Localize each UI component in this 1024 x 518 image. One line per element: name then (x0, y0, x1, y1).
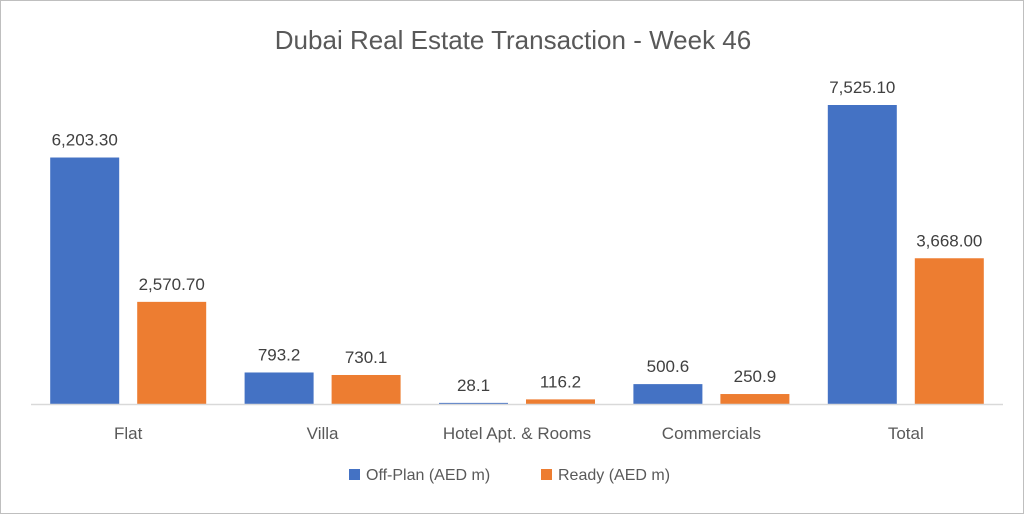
data-label-ready-commercials: 250.9 (734, 367, 777, 386)
category-label: Villa (307, 424, 339, 443)
bar-ready-flat (137, 301, 207, 404)
category-label: Hotel Apt. & Rooms (443, 424, 591, 443)
category-label: Commercials (662, 424, 761, 443)
legend: Off-Plan (AED m) Ready (AED m) (349, 467, 670, 484)
data-label-ready-total: 3,668.00 (916, 231, 982, 250)
category-label: Total (888, 424, 924, 443)
legend-label-ready: Ready (AED m) (558, 467, 670, 484)
data-label-ready-hotel-apt-rooms: 116.2 (540, 372, 581, 391)
bar-offplan-commercials (633, 384, 703, 404)
data-label-offplan-hotel-apt-rooms: 28.1 (457, 376, 490, 395)
legend-swatch-offplan (349, 469, 360, 480)
data-label-ready-flat: 2,570.70 (139, 275, 205, 294)
bar-ready-villa (331, 374, 401, 404)
bar-ready-commercials (720, 394, 790, 404)
data-label-offplan-total: 7,525.10 (829, 78, 895, 97)
data-labels-group: 6,203.30 2,570.70 793.2 730.1 28.1 116.2 500.6… (52, 78, 983, 395)
data-label-offplan-villa: 793.2 (258, 345, 301, 364)
bars-group (50, 105, 984, 404)
legend-label-offplan: Off-Plan (AED m) (366, 467, 490, 484)
chart-title: Dubai Real Estate Transaction - Week 46 (275, 25, 751, 55)
legend-swatch-ready (541, 469, 552, 480)
category-labels-group: Flat Villa Hotel Apt. & Rooms Commercials To… (114, 424, 924, 443)
data-label-ready-villa: 730.1 (345, 348, 388, 367)
bar-offplan-total (827, 105, 897, 404)
data-label-offplan-commercials: 500.6 (647, 357, 690, 376)
bar-offplan-villa (244, 372, 314, 404)
bar-offplan-flat (50, 157, 120, 404)
bar-ready-hotel-apt-rooms (526, 399, 595, 404)
data-label-offplan-flat: 6,203.30 (52, 131, 118, 150)
category-label: Flat (114, 424, 143, 443)
bar-ready-total (914, 258, 984, 404)
bar-offplan-hotel-apt-rooms (439, 402, 508, 404)
